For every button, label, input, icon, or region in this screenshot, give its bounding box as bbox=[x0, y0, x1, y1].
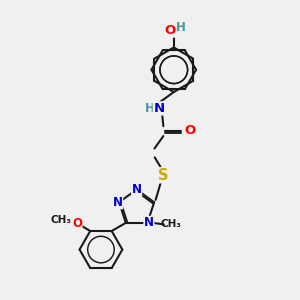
Text: H: H bbox=[176, 21, 186, 34]
Text: O: O bbox=[184, 124, 195, 137]
Text: N: N bbox=[144, 216, 154, 230]
Text: N: N bbox=[153, 102, 164, 115]
Text: S: S bbox=[158, 168, 169, 183]
Text: H: H bbox=[145, 102, 154, 115]
Text: O: O bbox=[72, 217, 82, 230]
Text: CH₃: CH₃ bbox=[51, 215, 72, 225]
Text: N: N bbox=[112, 196, 123, 209]
Text: CH₃: CH₃ bbox=[160, 219, 181, 230]
Text: N: N bbox=[132, 183, 142, 196]
Text: O: O bbox=[164, 24, 175, 37]
